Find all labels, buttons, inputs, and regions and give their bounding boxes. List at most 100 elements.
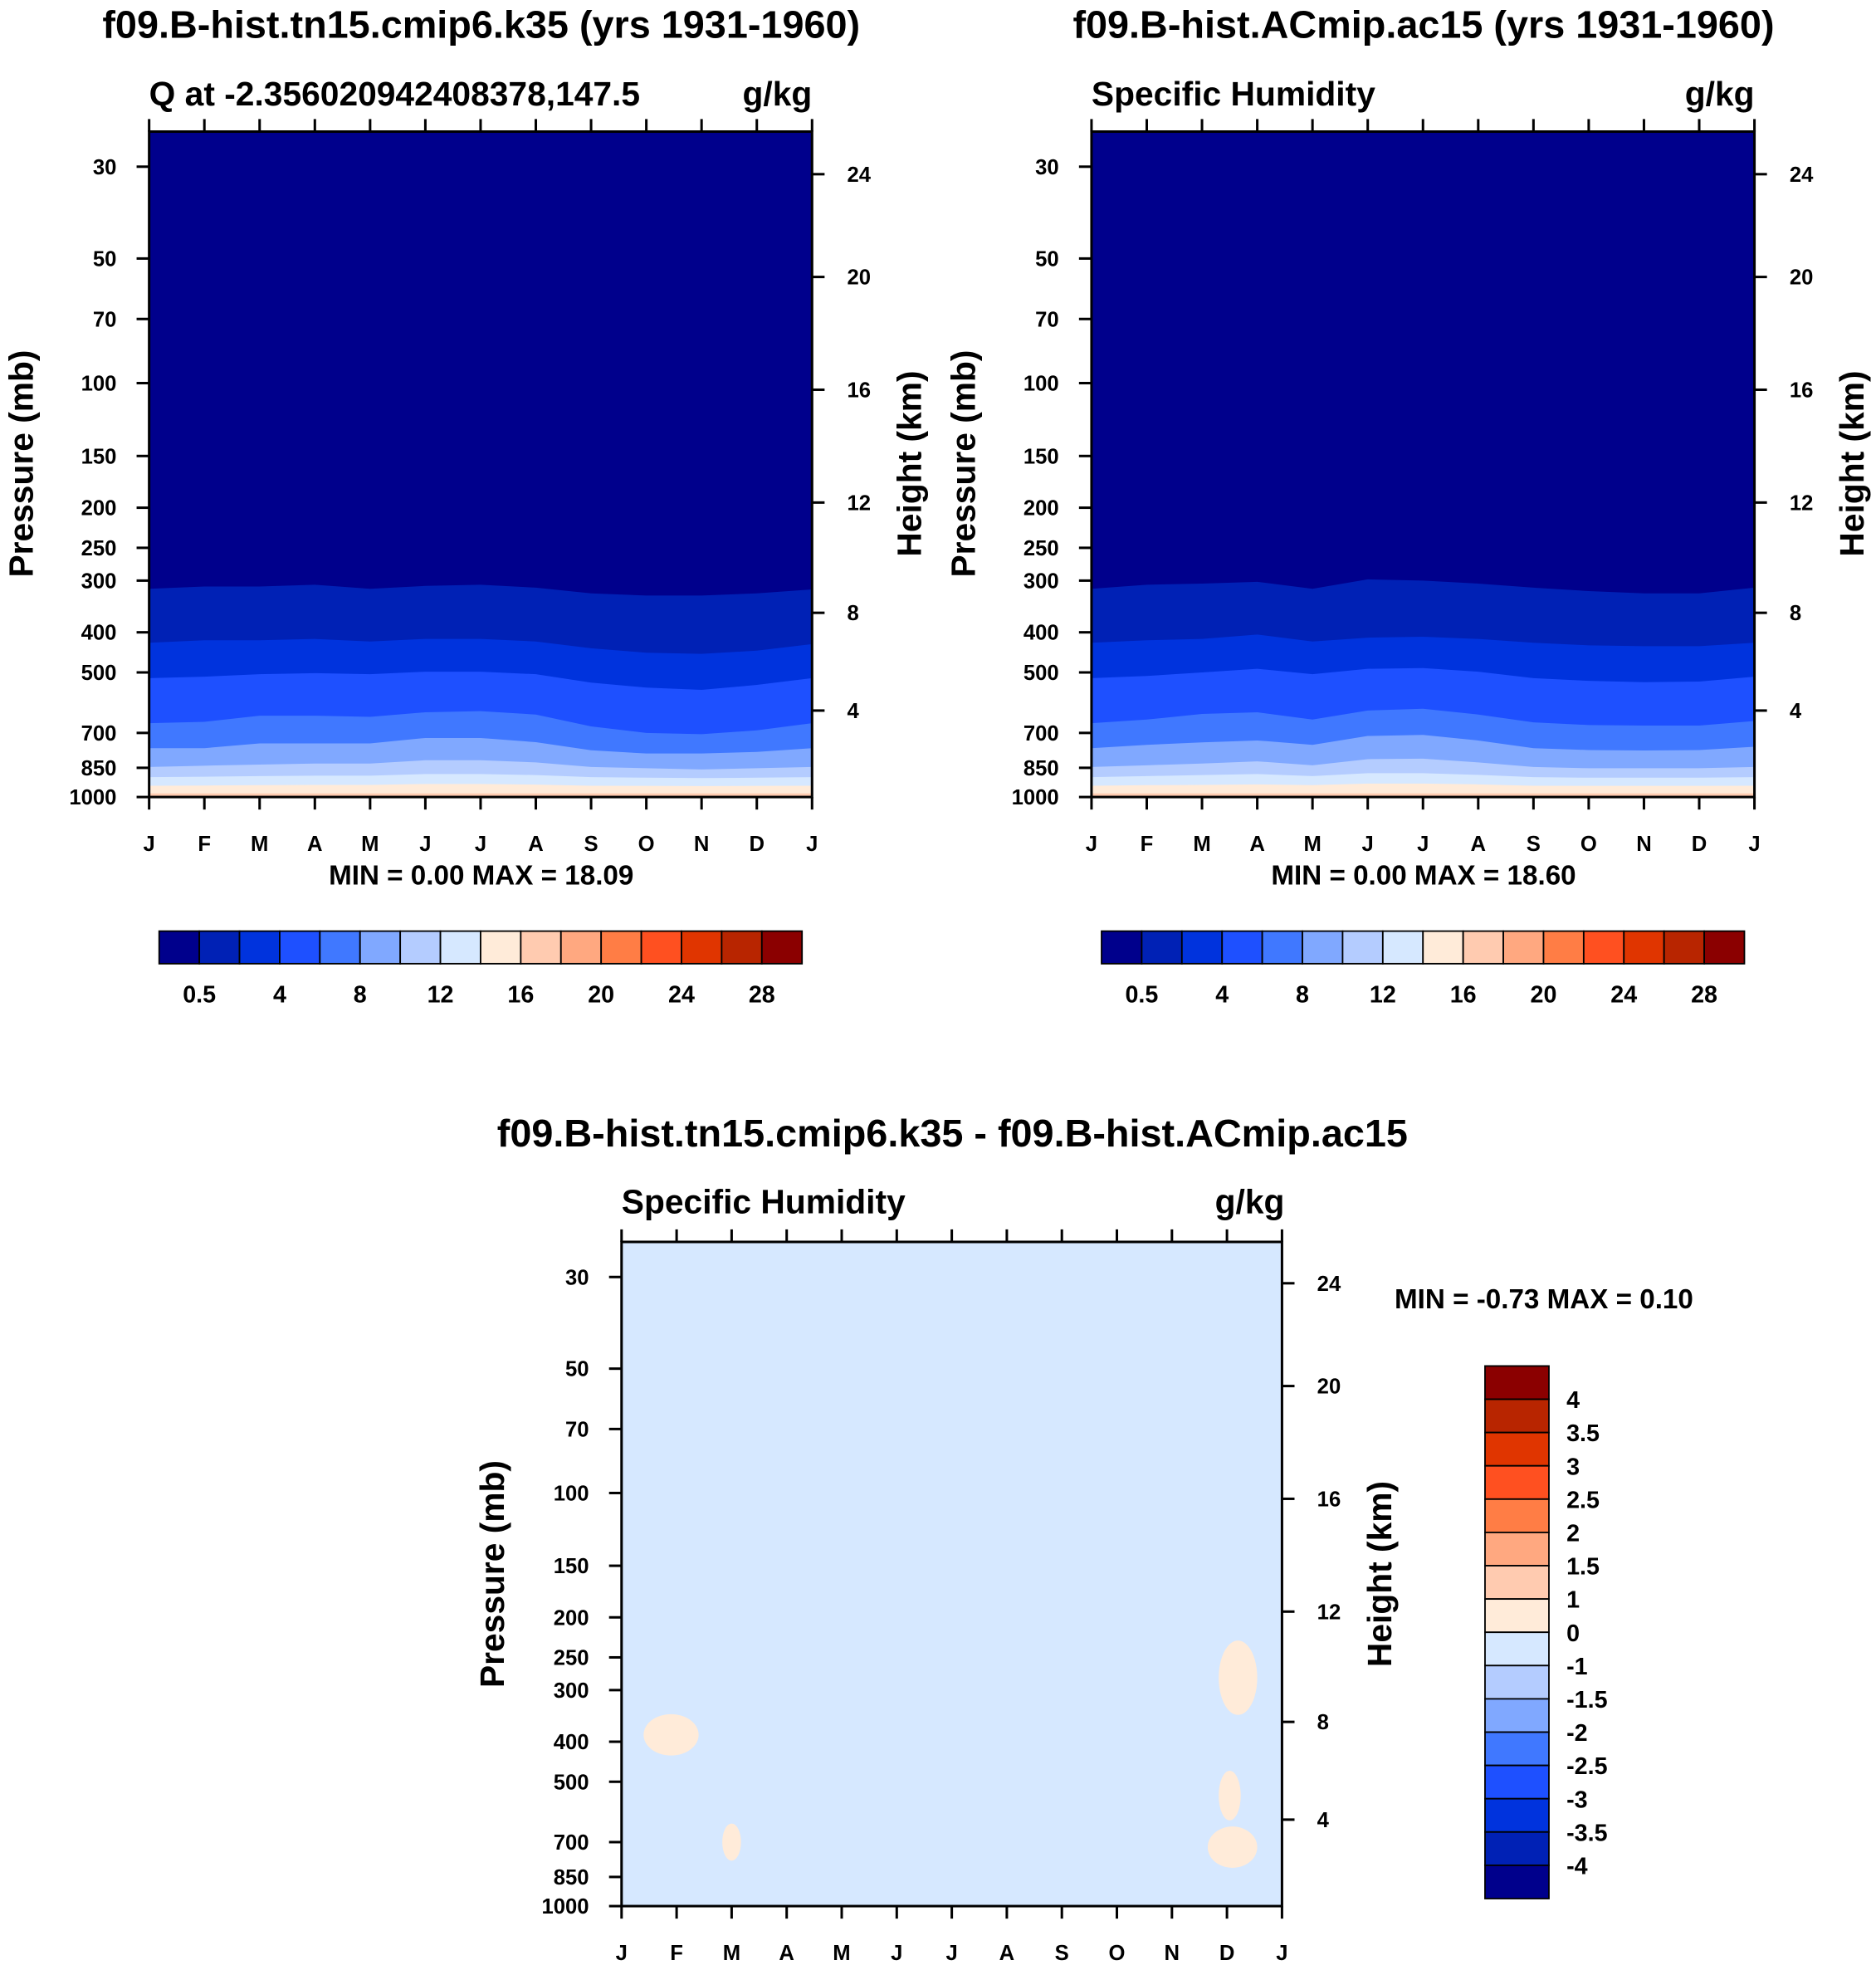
plot1-xtick-label: N <box>694 833 710 856</box>
plot1-xtick-label: J <box>144 833 155 856</box>
plot1-ytick-label: 400 <box>81 622 117 645</box>
plot1-xtick-label: J <box>806 833 818 856</box>
plot1-ytick-label: 500 <box>81 662 117 685</box>
plot2-ytick-right-label: 24 <box>1790 164 1814 187</box>
colorbar2-box <box>1221 930 1263 965</box>
colorbar1-box <box>721 930 763 965</box>
plot3-ytick-label: 850 <box>554 1866 589 1889</box>
plot1-title: f09.B-hist.tn15.cmip6.k35 (yrs 1931-1960… <box>102 2 860 46</box>
colorbar1-box <box>760 930 804 965</box>
plot3-ytick-label: 300 <box>554 1679 589 1703</box>
plot2-xtick-label: A <box>1249 833 1265 856</box>
plot2-ytick-right-label: 16 <box>1790 379 1814 403</box>
plot2-ytick-label: 500 <box>1023 662 1059 685</box>
plot1-units: g/kg <box>742 75 812 113</box>
colorbar2-label: 8 <box>1296 982 1309 1009</box>
plot1-ytick-label: 200 <box>81 497 117 521</box>
plot1-xtick-label: D <box>749 833 765 856</box>
plot3-ytick-label: 50 <box>565 1358 589 1381</box>
plot2-xtick-label: J <box>1748 833 1760 856</box>
plot1-ytick-right-label: 12 <box>848 491 872 515</box>
plot2-xtick-label: N <box>1636 833 1652 856</box>
plot2-ytick-label: 50 <box>1035 247 1059 271</box>
plot1-xtick-label: M <box>251 833 268 856</box>
plot2-units: g/kg <box>1685 75 1755 113</box>
colorbar3-box <box>1484 1398 1550 1434</box>
plot1-ytick-label: 850 <box>81 757 117 780</box>
plot3-xtick-label: N <box>1165 1942 1180 1965</box>
colorbar2-box <box>1381 930 1424 965</box>
colorbar2-box <box>1462 930 1504 965</box>
plot2-ytick-label: 100 <box>1023 373 1059 396</box>
plot3-ytick-label: 1000 <box>541 1895 589 1919</box>
colorbar3-label: 2 <box>1566 1520 1580 1547</box>
colorbar1-box <box>520 930 562 965</box>
plot1-xtick-label: M <box>361 833 379 856</box>
colorbar2-label: 20 <box>1531 982 1557 1009</box>
plot3-ytick-right-label: 8 <box>1317 1711 1329 1734</box>
colorbar2-box <box>1101 930 1143 965</box>
colorbar2-box <box>1180 930 1224 965</box>
plot3-positive-region-2 <box>1219 1640 1258 1715</box>
colorbar1-label: 20 <box>588 982 614 1009</box>
colorbar3-box <box>1484 1797 1550 1833</box>
plot3-ytick-label: 30 <box>565 1266 589 1289</box>
plot3-xtick-label: M <box>833 1942 850 1965</box>
plot1-ytick-label: 1000 <box>69 786 116 809</box>
plot3-xtick-label: O <box>1109 1942 1126 1965</box>
plot2-xtick-label: J <box>1086 833 1097 856</box>
plot2-ytick-right-label: 4 <box>1790 700 1802 723</box>
plot3-ytick-label: 70 <box>565 1418 589 1441</box>
plot1-ylabel-right: Height (km) <box>891 370 929 556</box>
plot2-ytick-label: 150 <box>1023 445 1059 468</box>
colorbar3-label: 1 <box>1566 1587 1580 1614</box>
colorbar2-label: 0.5 <box>1125 982 1158 1009</box>
plot3-ytick-label: 200 <box>554 1606 589 1630</box>
colorbar2-label: 24 <box>1610 982 1637 1009</box>
colorbar3-label: 0 <box>1566 1620 1580 1647</box>
plot3-xtick-label: F <box>670 1942 683 1965</box>
plot3-ytick-label: 700 <box>554 1831 589 1855</box>
plot2-xtick-label: S <box>1527 833 1541 856</box>
plot2-xtick-label: J <box>1417 833 1429 856</box>
plot3-positive-region-3 <box>1219 1771 1241 1821</box>
plot3-xtick-label: D <box>1219 1942 1235 1965</box>
plot2-xtick-label: D <box>1692 833 1707 856</box>
plot2-minmax: MIN = 0.00 MAX = 18.60 <box>1271 861 1576 892</box>
plot3-xtick-label: J <box>945 1942 957 1965</box>
colorbar3-label: -2.5 <box>1566 1753 1607 1780</box>
plot3-xtick-label: M <box>723 1942 740 1965</box>
colorbar3-box <box>1484 1631 1550 1667</box>
colorbar2-box <box>1663 930 1705 965</box>
plot3-ytick-label: 400 <box>554 1731 589 1754</box>
plot3-ytick-label: 150 <box>554 1555 589 1578</box>
plot3-ytick-right-label: 4 <box>1317 1809 1330 1832</box>
plot1-ytick-right-label: 20 <box>848 266 872 290</box>
colorbar2-box <box>1302 930 1344 965</box>
plot3-ytick-right-label: 12 <box>1317 1601 1341 1624</box>
plot3-subtitle-left: Specific Humidity <box>622 1182 906 1220</box>
colorbar1-label: 0.5 <box>183 982 216 1009</box>
plot1-ytick-right-label: 16 <box>848 379 872 403</box>
plot2-xtick-label: J <box>1362 833 1374 856</box>
plot3-positive-region-1 <box>722 1823 741 1861</box>
plot2-ytick-label: 250 <box>1023 537 1059 560</box>
colorbar3-label: -1 <box>1566 1654 1588 1680</box>
plot1-xtick-label: A <box>307 833 323 856</box>
colorbar2-box <box>1542 930 1585 965</box>
plot1-xtick-label: J <box>419 833 431 856</box>
plot2-ytick-label: 700 <box>1023 722 1059 745</box>
colorbar3-box <box>1484 1764 1550 1800</box>
plot3-xtick-label: A <box>999 1942 1015 1965</box>
plot1-ytick-label: 30 <box>93 156 117 179</box>
colorbar3-box <box>1484 1598 1550 1634</box>
colorbar3-label: 3 <box>1566 1454 1580 1480</box>
plot3-ylabel: Pressure (mb) <box>473 1460 511 1688</box>
plot3-title: f09.B-hist.tn15.cmip6.k35 - f09.B-hist.A… <box>497 1112 1408 1155</box>
colorbar1-label: 8 <box>354 982 367 1009</box>
plot3-background <box>621 1241 1282 1907</box>
plot2-xtick-label: F <box>1141 833 1154 856</box>
plot2-subtitle-left: Specific Humidity <box>1092 75 1375 113</box>
colorbar3-box <box>1484 1498 1550 1533</box>
colorbar3-box <box>1484 1664 1550 1700</box>
